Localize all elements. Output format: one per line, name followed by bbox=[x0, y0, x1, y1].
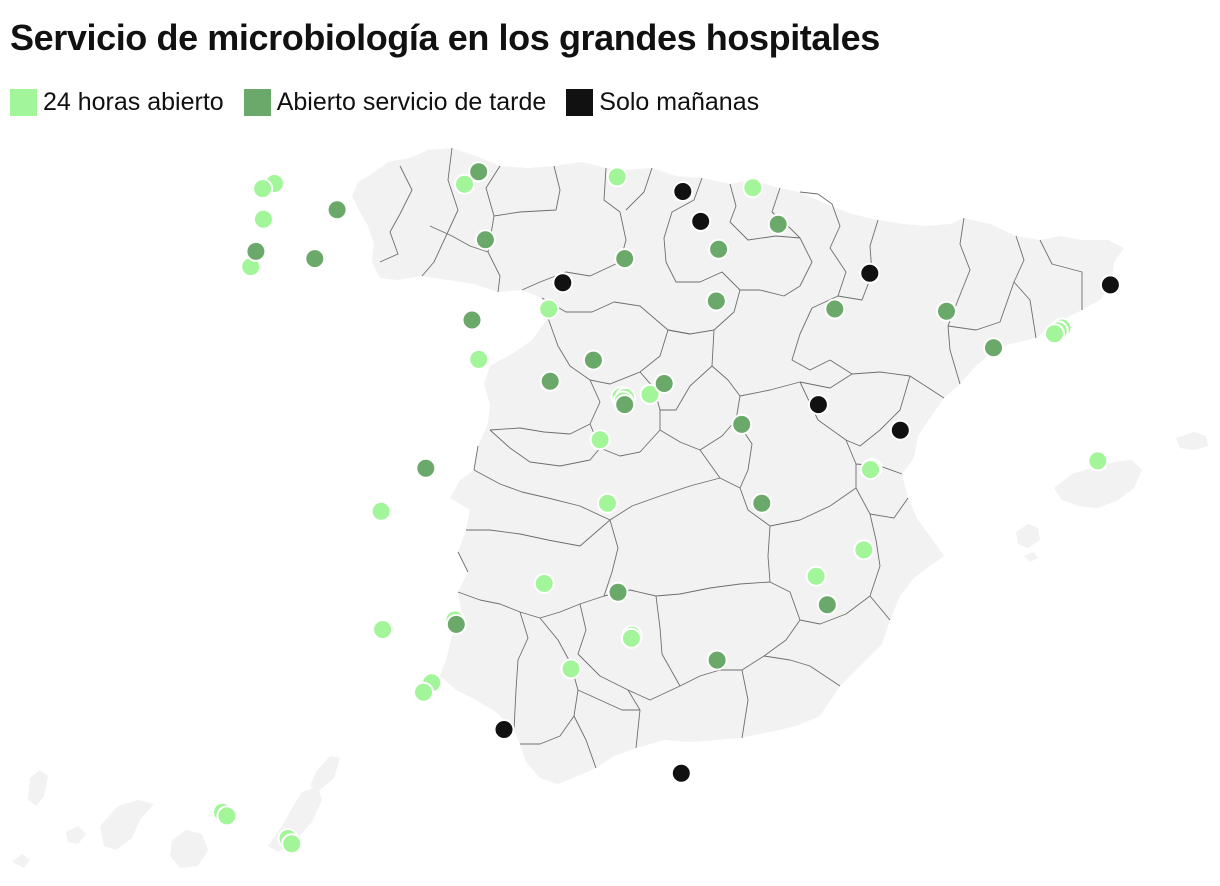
hospital-dot-24h bbox=[538, 298, 560, 320]
hospital-dot-24h bbox=[805, 565, 827, 587]
ibiza-land bbox=[1016, 524, 1040, 548]
tenerife-land bbox=[100, 800, 154, 850]
hospital-dot-tarde bbox=[751, 492, 773, 514]
la-gomera-land bbox=[66, 826, 86, 844]
menorca-land bbox=[1176, 432, 1208, 450]
hospital-dot-24h bbox=[742, 177, 764, 199]
mallorca-land bbox=[1054, 460, 1142, 508]
hospital-dot-24h bbox=[620, 627, 642, 649]
hospital-dot-24h bbox=[370, 500, 392, 522]
hospital-dot-24h bbox=[597, 492, 618, 514]
hospital-dot-manana bbox=[670, 762, 692, 784]
hospital-dot-manana bbox=[690, 210, 712, 232]
hospital-dot-manana bbox=[493, 719, 515, 740]
hospital-dot-24h bbox=[853, 539, 875, 561]
hospital-dot-tarde bbox=[767, 213, 789, 235]
hospital-dot-manana bbox=[672, 181, 694, 202]
hospital-dot-24h bbox=[468, 348, 490, 370]
hospital-dot-24h bbox=[1087, 450, 1109, 472]
la-palma-land bbox=[28, 770, 48, 806]
hospital-dot-tarde bbox=[461, 309, 483, 331]
hospital-dot-tarde bbox=[614, 394, 636, 416]
hospital-dot-tarde bbox=[708, 238, 730, 260]
hospital-dot-24h bbox=[252, 208, 274, 230]
hospital-dot-tarde bbox=[706, 649, 728, 671]
peninsula-land bbox=[352, 148, 1124, 784]
hospital-dot-24h bbox=[606, 166, 628, 188]
legend-item-manana: Solo mañanas bbox=[566, 88, 759, 117]
hospital-dot-tarde bbox=[304, 248, 326, 270]
hospital-dot-tarde bbox=[539, 370, 561, 392]
gran-canaria-land bbox=[170, 830, 208, 868]
map-title: Servicio de microbiología en los grandes… bbox=[10, 17, 880, 58]
hospital-dot-24h bbox=[639, 383, 661, 405]
legend-item-24h: 24 horas abierto bbox=[10, 88, 224, 117]
legend-label-24h: 24 horas abierto bbox=[43, 87, 224, 116]
hospital-dot-tarde bbox=[936, 300, 957, 322]
hospital-dot-24h bbox=[281, 833, 303, 855]
hospital-dot-manana bbox=[859, 262, 881, 284]
hospital-dot-24h bbox=[589, 429, 611, 451]
formentera-land bbox=[1024, 552, 1038, 562]
hospital-dot-24h bbox=[413, 681, 434, 703]
legend-swatch-tarde bbox=[243, 88, 271, 116]
hospital-dot-tarde bbox=[445, 613, 467, 635]
lanzarote-land bbox=[310, 756, 340, 790]
hospital-dot-manana bbox=[552, 272, 574, 294]
legend-item-tarde: Abierto servicio de tarde bbox=[243, 87, 547, 117]
hospital-dot-tarde bbox=[614, 248, 636, 270]
hospital-dot-24h bbox=[252, 178, 274, 200]
hospital-dot-tarde bbox=[824, 298, 846, 320]
el-hierro-land bbox=[12, 854, 30, 868]
hospital-dot-tarde bbox=[415, 457, 437, 479]
hospital-dot-tarde bbox=[326, 199, 348, 221]
hospital-dot-24h bbox=[454, 173, 475, 195]
hospital-dot-tarde bbox=[653, 373, 675, 394]
hospital-dot-tarde bbox=[474, 229, 496, 251]
legend-label-tarde: Abierto servicio de tarde bbox=[276, 87, 547, 116]
hospital-dot-24h bbox=[1044, 323, 1065, 345]
hospital-dot-tarde bbox=[468, 161, 490, 183]
hospital-dots bbox=[212, 161, 1121, 855]
hospital-dot-tarde bbox=[582, 349, 604, 371]
hospital-dot-tarde bbox=[816, 594, 838, 616]
hospital-dot-24h bbox=[860, 459, 881, 481]
legend-swatch-manana bbox=[566, 88, 594, 116]
legend-label-manana: Solo mañanas bbox=[599, 87, 760, 116]
hospital-dot-24h bbox=[372, 619, 394, 640]
hospital-dot-manana bbox=[1099, 274, 1121, 296]
legend: 24 horas abierto Abierto servicio de tar… bbox=[10, 86, 779, 118]
hospital-dot-tarde bbox=[731, 413, 753, 435]
hospital-dot-tarde bbox=[983, 337, 1004, 359]
hospital-dot-24h bbox=[560, 658, 582, 680]
hospital-dot-tarde bbox=[607, 581, 629, 603]
hospital-dot-manana bbox=[889, 419, 911, 441]
legend-swatch-24h bbox=[10, 88, 37, 116]
hospital-dot-24h bbox=[533, 573, 555, 594]
hospital-dot-manana bbox=[807, 394, 829, 416]
hospital-dot-24h bbox=[216, 805, 238, 827]
hospital-dot-tarde bbox=[245, 240, 267, 262]
hospital-dot-tarde bbox=[705, 290, 727, 312]
